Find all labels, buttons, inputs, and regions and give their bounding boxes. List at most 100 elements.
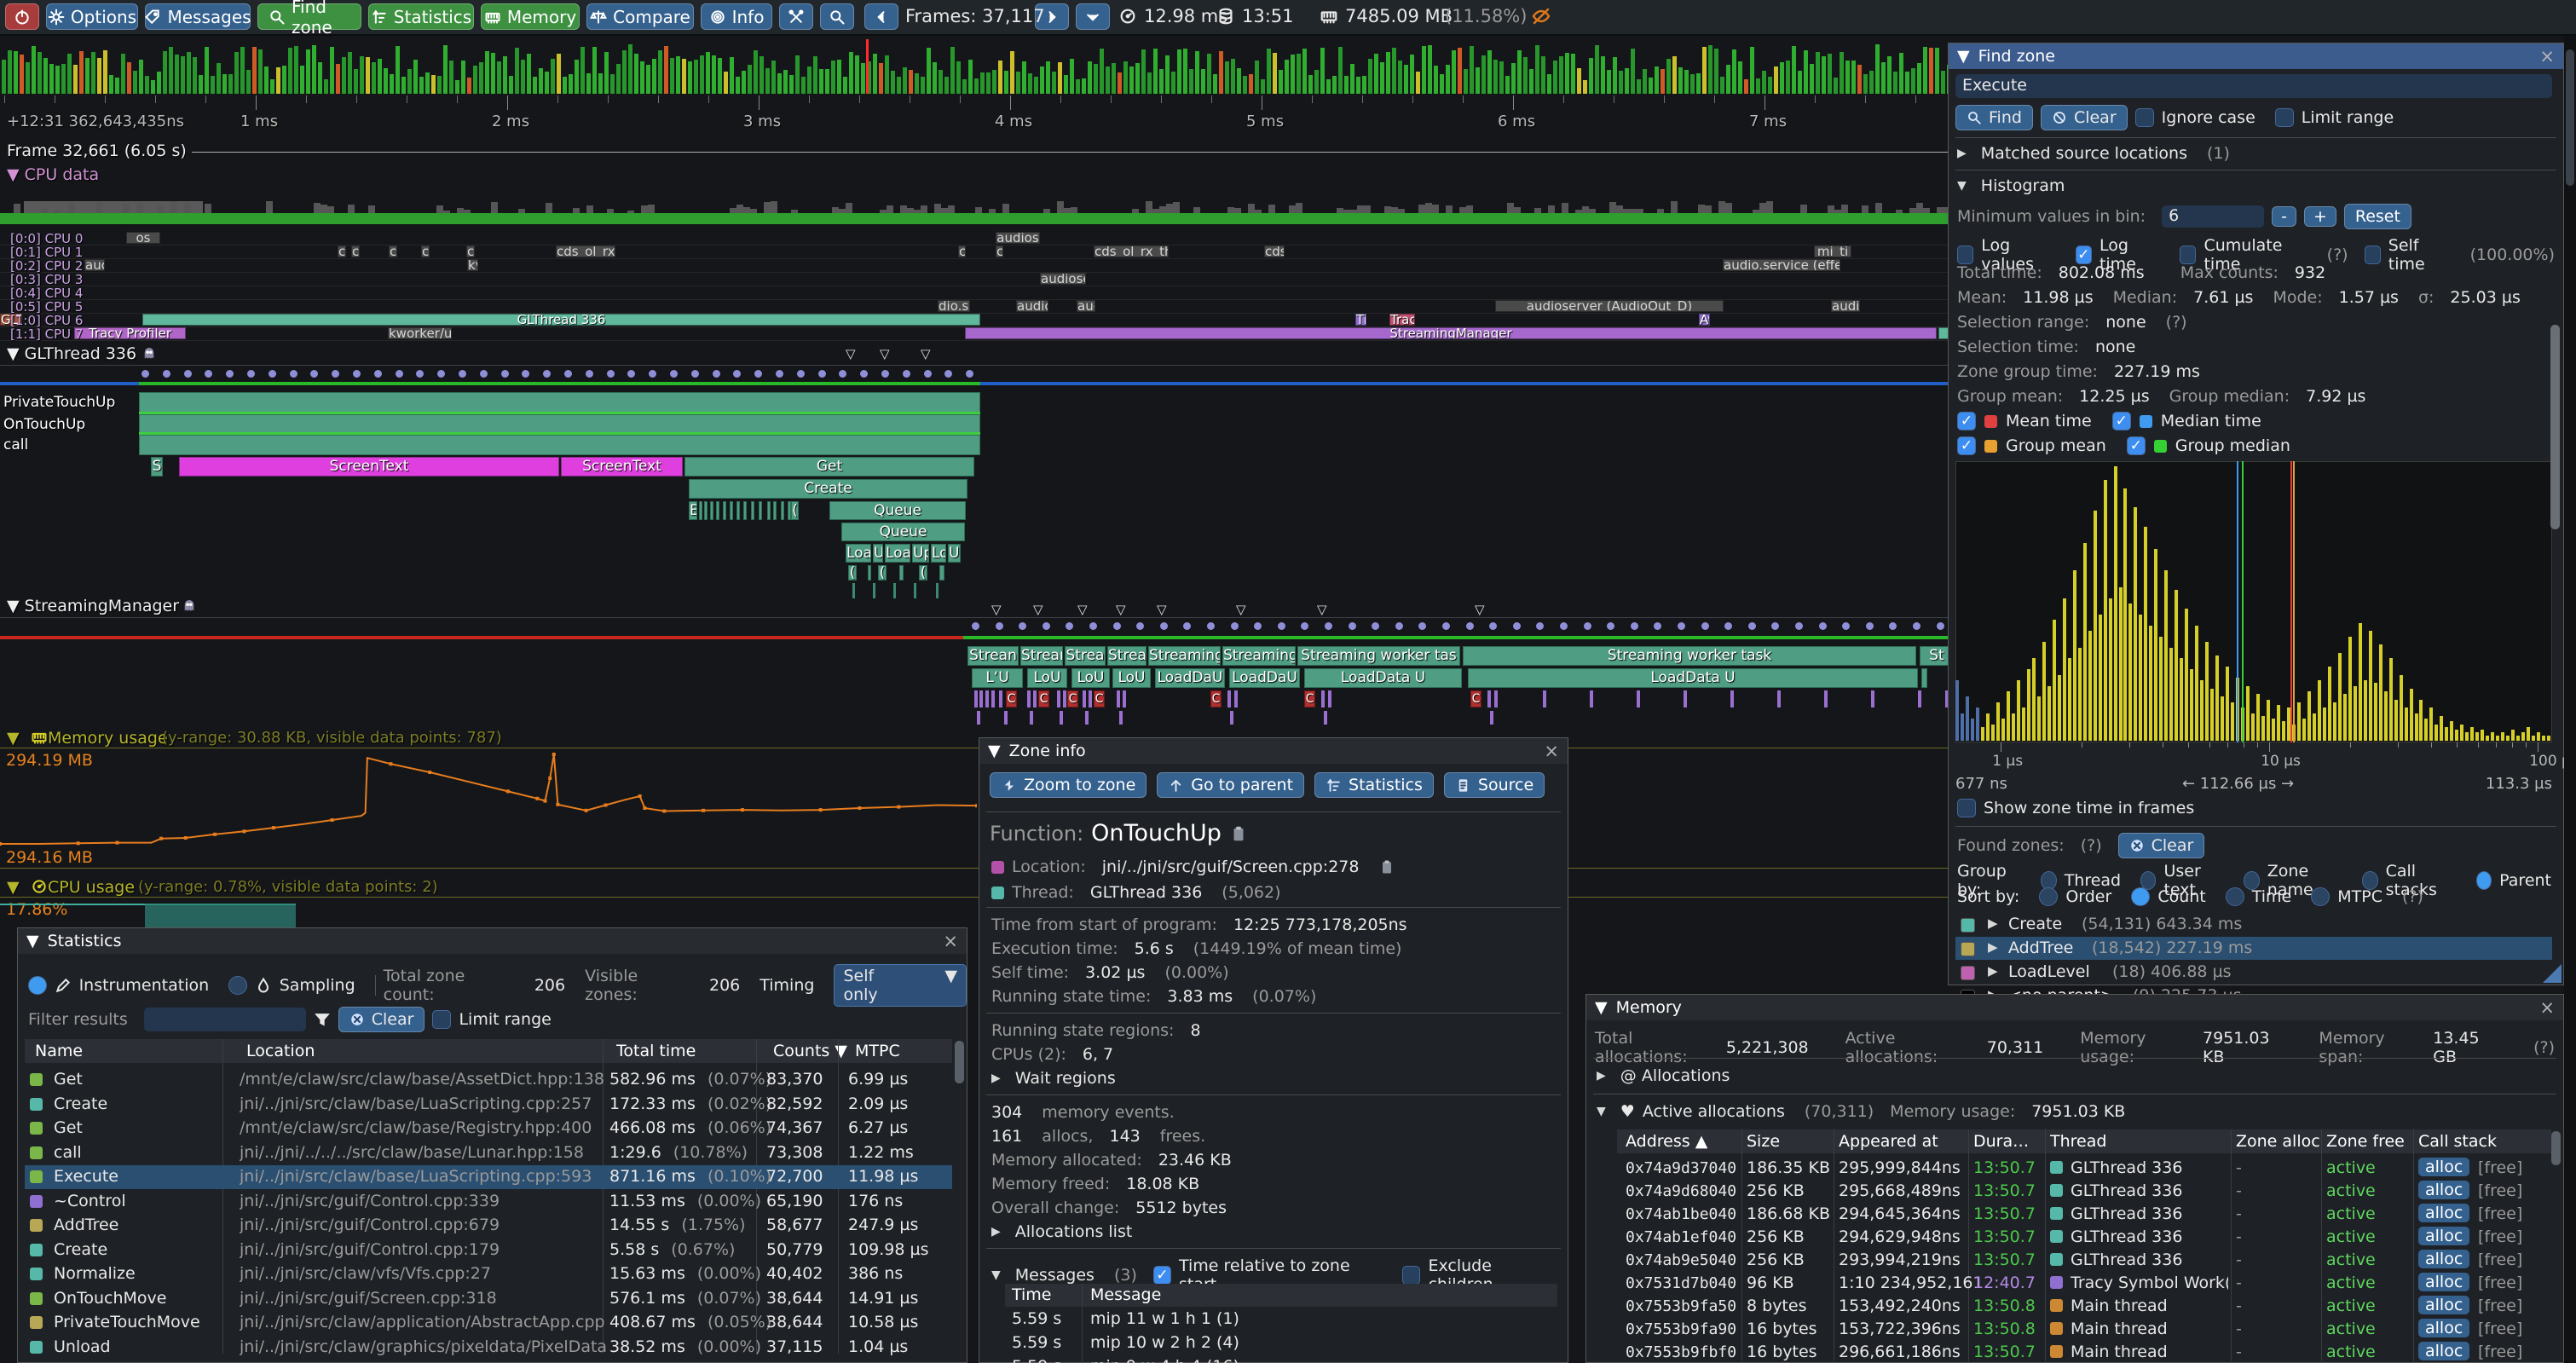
sample-dot[interactable] bbox=[543, 370, 552, 378]
gl-zone[interactable]: U bbox=[873, 544, 883, 563]
zone-end-marker[interactable]: ▽ bbox=[1475, 602, 1485, 617]
sample-dot[interactable] bbox=[1325, 622, 1332, 630]
cpu-zone[interactable]: c bbox=[958, 245, 966, 257]
gl-zone[interactable] bbox=[899, 565, 904, 580]
sortby-radio-order[interactable] bbox=[2039, 887, 2059, 906]
stream-tick[interactable] bbox=[1085, 711, 1089, 725]
reset-button[interactable]: Reset bbox=[2343, 204, 2411, 229]
stream-tick[interactable] bbox=[1004, 711, 1008, 725]
sample-dot[interactable] bbox=[1442, 622, 1450, 630]
stream-zone[interactable]: Strear bbox=[1020, 646, 1063, 666]
prev-frame-button[interactable] bbox=[864, 3, 898, 30]
gl-zone[interactable] bbox=[704, 501, 708, 520]
gl-zone[interactable]: ( bbox=[919, 565, 927, 580]
cpu-zone[interactable]: auc bbox=[1077, 300, 1095, 312]
gl-zone[interactable] bbox=[736, 501, 740, 520]
memory-button[interactable]: Memory bbox=[481, 3, 580, 30]
sample-dot[interactable] bbox=[1771, 622, 1780, 630]
alloc-callstack-button[interactable]: alloc bbox=[2418, 1273, 2470, 1291]
stream-tick[interactable] bbox=[1060, 711, 1063, 725]
memory-row[interactable]: 0x7553b9fa50 8 bytes 153,492,240ns 13:50.8 M… bbox=[1617, 1295, 2551, 1318]
stream-tick[interactable] bbox=[1637, 690, 1640, 707]
sample-dot[interactable] bbox=[1301, 622, 1309, 630]
cpu-zone[interactable]: mi_ti bbox=[1814, 245, 1851, 257]
sample-dot[interactable] bbox=[162, 370, 170, 378]
gl-zone[interactable]: E bbox=[689, 501, 697, 520]
cpu-zone[interactable]: c bbox=[421, 245, 430, 257]
expander-icon[interactable]: ▼ bbox=[1957, 179, 1967, 193]
sample-dot[interactable] bbox=[1277, 622, 1285, 630]
stream-tick[interactable] bbox=[1117, 690, 1120, 707]
memory-row[interactable]: 0x74ab9e5040 256 KB 293,994,219ns 13:50.7 GL… bbox=[1617, 1249, 2551, 1272]
sortby-radio-count[interactable] bbox=[2131, 887, 2151, 906]
zone-end-marker[interactable]: ▽ bbox=[1157, 602, 1167, 617]
sample-dot[interactable] bbox=[1465, 622, 1474, 630]
show-zone-time-checkbox[interactable] bbox=[1957, 799, 1976, 817]
sample-dot[interactable] bbox=[1865, 622, 1874, 630]
gl-zone[interactable]: Create bbox=[689, 479, 967, 499]
sample-dot[interactable] bbox=[1583, 622, 1591, 630]
zone-end-marker[interactable]: ▽ bbox=[991, 602, 1002, 617]
expander-icon[interactable]: ▼ bbox=[991, 1268, 1001, 1282]
sample-dot[interactable] bbox=[796, 370, 805, 378]
sample-dot[interactable] bbox=[995, 622, 1003, 630]
sample-dot[interactable] bbox=[1889, 622, 1897, 630]
stream-tick[interactable] bbox=[991, 690, 995, 707]
glthread-header[interactable]: ▼ GLThread 336 bbox=[7, 344, 154, 363]
stream-zone[interactable]: Streaming worker task bbox=[1463, 646, 1916, 666]
column-header-zone-free[interactable]: Zone free bbox=[2326, 1132, 2405, 1151]
sample-dot[interactable] bbox=[712, 370, 720, 378]
sample-dot[interactable] bbox=[183, 370, 192, 378]
close-icon[interactable]: × bbox=[943, 931, 958, 951]
instrumentation-radio[interactable] bbox=[28, 976, 47, 995]
stream-zone[interactable]: LoU bbox=[1071, 668, 1110, 688]
sample-dot[interactable] bbox=[776, 370, 783, 378]
sample-dot[interactable] bbox=[1654, 622, 1662, 630]
table-row[interactable]: call jni/../jni/../../../src/claw/base/Lu… bbox=[25, 1141, 952, 1165]
compare-button[interactable]: Compare bbox=[586, 3, 694, 30]
stream-zone[interactable]: Streaming bbox=[1148, 646, 1221, 666]
stream-zone[interactable]: LoadData U bbox=[1468, 668, 1918, 688]
memory-row[interactable]: 0x74a9d68040 256 KB 295,668,489ns 13:50.7 GL… bbox=[1617, 1180, 2551, 1203]
sample-dot[interactable] bbox=[1489, 622, 1498, 630]
sample-dot[interactable] bbox=[1842, 622, 1851, 630]
sample-dot[interactable] bbox=[1136, 622, 1145, 630]
table-row[interactable]: PrivateTouchMove jni/../jni/src/claw/appl… bbox=[25, 1311, 952, 1335]
clipboard-icon[interactable] bbox=[1229, 824, 1248, 843]
sample-dot[interactable] bbox=[353, 370, 361, 378]
table-scrollbar[interactable] bbox=[2551, 1131, 2561, 1165]
groupby-radio-call-stacks[interactable] bbox=[2362, 871, 2378, 890]
close-icon[interactable]: × bbox=[2539, 997, 2555, 1018]
clipboard-icon[interactable] bbox=[1378, 858, 1395, 875]
column-header-counts[interactable]: Counts ▼ bbox=[773, 1042, 847, 1060]
alloc-callstack-button[interactable]: alloc bbox=[2418, 1227, 2470, 1245]
messages-button[interactable]: Messages bbox=[145, 3, 251, 30]
button-statistics[interactable]: Statistics bbox=[1314, 772, 1434, 798]
sample-dot[interactable] bbox=[1089, 622, 1097, 630]
cpu-zone[interactable]: audio bbox=[1831, 300, 1860, 312]
resize-corner[interactable] bbox=[2543, 964, 2562, 983]
sample-dot[interactable] bbox=[1254, 622, 1262, 630]
stream-tick[interactable] bbox=[1119, 711, 1123, 725]
sample-dot[interactable] bbox=[1207, 622, 1215, 630]
cpu-zone[interactable]: kworker/u bbox=[388, 327, 452, 339]
zone-end-marker[interactable]: ▽ bbox=[921, 346, 931, 361]
memory-row[interactable]: 0x74a9d37040 186.35 KB 295,999,844ns 13:50.… bbox=[1617, 1157, 2551, 1180]
stream-c-zone[interactable]: C bbox=[1304, 690, 1315, 707]
sample-dot[interactable] bbox=[754, 370, 763, 378]
checkbox-cumulate-time[interactable] bbox=[2180, 245, 2197, 264]
sample-dot[interactable] bbox=[289, 370, 297, 378]
cpu-zone[interactable]: GLT bbox=[0, 314, 22, 326]
checkbox-log-values[interactable] bbox=[1957, 245, 1974, 264]
sample-dot[interactable] bbox=[944, 370, 953, 378]
gl-zone[interactable]: Queue bbox=[841, 523, 965, 541]
gl-zone[interactable]: ( bbox=[791, 501, 799, 520]
table-row[interactable]: OnRedraw jni/../jni/src/claw/application/… bbox=[25, 1360, 952, 1363]
sample-dot[interactable] bbox=[902, 370, 910, 378]
stream-tick[interactable] bbox=[1227, 690, 1231, 707]
table-row[interactable]: Unload jni/../jni/src/claw/graphics/pixel… bbox=[25, 1336, 952, 1360]
gl-zone[interactable]: ( bbox=[878, 565, 887, 580]
gl-zone[interactable]: Queue bbox=[829, 501, 966, 520]
sample-dot[interactable] bbox=[670, 370, 678, 378]
stream-zone[interactable]: LoadDaU bbox=[1155, 668, 1225, 688]
